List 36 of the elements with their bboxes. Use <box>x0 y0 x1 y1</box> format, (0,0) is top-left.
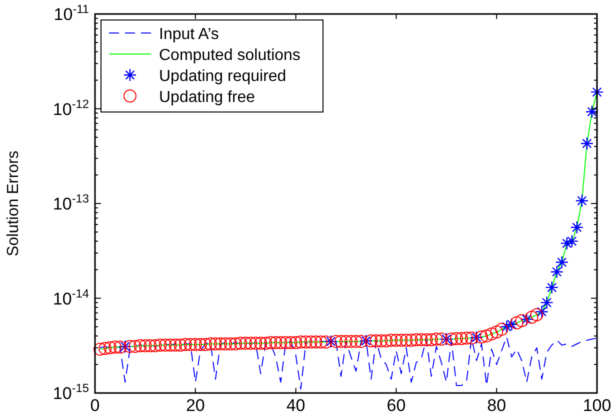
y-axis-title: Solution Errors <box>5 150 22 256</box>
point <box>440 332 453 346</box>
x-tick-label: 0 <box>90 396 100 415</box>
point <box>118 340 132 354</box>
point <box>560 236 574 250</box>
y-tick-label: 10$^{-13}$ <box>52 192 90 214</box>
x-tick-label: 80 <box>487 396 506 415</box>
point <box>580 136 594 150</box>
legend-label: Input A’s <box>159 26 219 43</box>
point <box>359 334 373 348</box>
point <box>550 265 564 278</box>
point <box>585 105 599 118</box>
point <box>470 330 484 344</box>
y-tick-label: 10$^{-15}$ <box>52 381 90 403</box>
point <box>575 194 589 208</box>
point <box>520 312 534 326</box>
x-tick-label: 40 <box>286 396 306 415</box>
point <box>590 85 604 99</box>
legend-label: Updating free <box>159 89 256 106</box>
point <box>565 234 578 248</box>
point <box>505 318 518 331</box>
point <box>500 320 514 334</box>
x-tick-label: 60 <box>386 396 406 415</box>
point <box>570 220 584 234</box>
x-tick-label: 100 <box>582 396 612 415</box>
y-tick-label: 10$^{-12}$ <box>52 96 90 119</box>
point <box>324 334 338 348</box>
point <box>545 280 558 294</box>
legend-label: Updating required <box>159 68 286 85</box>
point <box>535 305 548 318</box>
point <box>540 296 554 310</box>
y-tick-label: 10$^{-14}$ <box>52 286 90 308</box>
x-tick-label: 20 <box>186 396 205 415</box>
y-tick-label: 10$^{-11}$ <box>54 2 90 24</box>
point <box>555 256 568 269</box>
legend-label: Computed solutions <box>159 47 300 64</box>
